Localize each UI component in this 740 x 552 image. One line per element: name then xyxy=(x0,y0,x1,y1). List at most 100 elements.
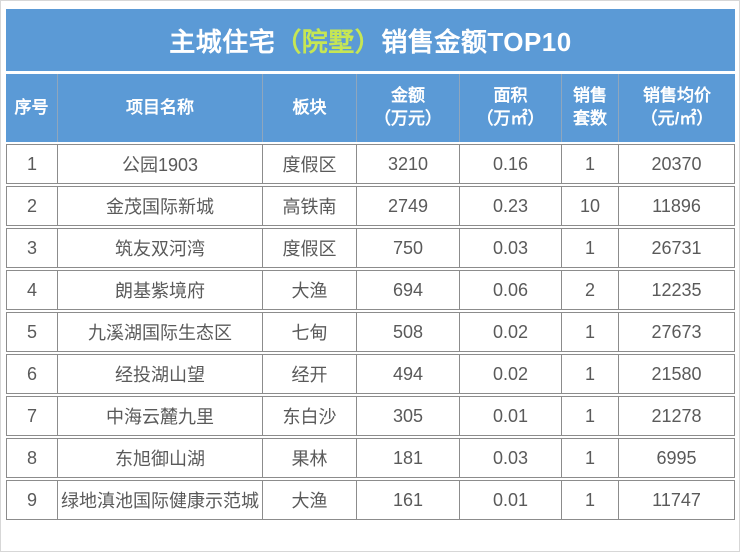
table-cell: 金茂国际新城 xyxy=(58,186,263,226)
table-cell: 1 xyxy=(562,354,619,394)
table-cell: 0.01 xyxy=(460,480,562,520)
table-cell: 东白沙 xyxy=(263,396,357,436)
table-cell: 27673 xyxy=(619,312,735,352)
table-cell: 7 xyxy=(6,396,58,436)
col-header-avg-price: 销售均价 （元/㎡） xyxy=(619,74,735,142)
table-cell: 161 xyxy=(357,480,460,520)
table-cell: 1 xyxy=(562,396,619,436)
sales-table: 序号 项目名称 板块 金额 （万元） xyxy=(6,72,735,522)
table-body: 1 公园1903 度假区 3210 0.16 1 20370 2 金茂国际新城 高铁南 2749 0.… xyxy=(6,144,735,520)
table-cell: 3 xyxy=(6,228,58,268)
sales-table-card: 主城住宅 （院墅） 销售金额TOP10 序号 项目名称 xyxy=(6,9,735,522)
table-cell: 3210 xyxy=(357,144,460,184)
table-cell: 21580 xyxy=(619,354,735,394)
header-line: 销售 xyxy=(573,86,607,106)
header-line: （万㎡） xyxy=(476,109,545,128)
table-cell: 750 xyxy=(357,228,460,268)
header-line: 销售均价 xyxy=(643,86,711,106)
col-header-project-name: 项目名称 xyxy=(58,74,263,142)
table-cell: 1 xyxy=(562,438,619,478)
table-header: 序号 项目名称 板块 金额 （万元） xyxy=(6,74,735,142)
title-suffix: 销售金额TOP10 xyxy=(381,26,572,57)
table-cell: 1 xyxy=(562,480,619,520)
table-row: 8 东旭御山湖 果林 181 0.03 1 6995 xyxy=(6,438,735,478)
header-line: （元/㎡） xyxy=(640,109,714,128)
col-header-district: 板块 xyxy=(263,74,357,142)
table-cell: 0.03 xyxy=(460,228,562,268)
table-cell: 0.02 xyxy=(460,354,562,394)
title-prefix: 主城住宅 xyxy=(169,26,276,57)
table-row: 9 绿地滇池国际健康示范城 大渔 161 0.01 1 11747 xyxy=(6,480,735,520)
table-cell: 21278 xyxy=(619,396,735,436)
table-cell: 0.16 xyxy=(460,144,562,184)
table-cell: 经投湖山望 xyxy=(58,354,263,394)
table-cell: 1 xyxy=(562,312,619,352)
table-cell: 2 xyxy=(6,186,58,226)
table-cell: 大渔 xyxy=(263,270,357,310)
table-cell: 大渔 xyxy=(263,480,357,520)
header-line: 套数 xyxy=(573,109,607,128)
table-cell: 0.23 xyxy=(460,186,562,226)
col-header-units-sold: 销售 套数 xyxy=(562,74,619,142)
header-line: 面积 xyxy=(493,86,528,106)
table-cell: 七甸 xyxy=(263,312,357,352)
table-cell: 经开 xyxy=(263,354,357,394)
table-cell: 181 xyxy=(357,438,460,478)
header-line: （万元） xyxy=(374,109,442,128)
table-cell: 1 xyxy=(6,144,58,184)
table-cell: 绿地滇池国际健康示范城 xyxy=(58,480,263,520)
table-cell: 694 xyxy=(357,270,460,310)
table-cell: 305 xyxy=(357,396,460,436)
table-cell: 高铁南 xyxy=(263,186,357,226)
table-cell: 0.03 xyxy=(460,438,562,478)
table-cell: 6 xyxy=(6,354,58,394)
table-cell: 12235 xyxy=(619,270,735,310)
table-cell: 8 xyxy=(6,438,58,478)
table-cell: 10 xyxy=(562,186,619,226)
table-cell: 朗基紫境府 xyxy=(58,270,263,310)
table-cell: 九溪湖国际生态区 xyxy=(58,312,263,352)
table-cell: 中海云麓九里 xyxy=(58,396,263,436)
col-header-index: 序号 xyxy=(6,74,58,142)
table-cell: 0.01 xyxy=(460,396,562,436)
col-header-amount: 金额 （万元） xyxy=(357,74,460,142)
table-row: 5 九溪湖国际生态区 七甸 508 0.02 1 27673 xyxy=(6,312,735,352)
header-line: 序号 xyxy=(14,97,49,117)
header-line: 金额 xyxy=(391,86,425,106)
table-row: 3 筑友双河湾 度假区 750 0.03 1 26731 xyxy=(6,228,735,268)
table-row: 4 朗基紫境府 大渔 694 0.06 2 12235 xyxy=(6,270,735,310)
table-cell: 2 xyxy=(562,270,619,310)
table-cell: 494 xyxy=(357,354,460,394)
table-cell: 东旭御山湖 xyxy=(58,438,263,478)
table-cell: 26731 xyxy=(619,228,735,268)
table-cell: 11747 xyxy=(619,480,735,520)
table-cell: 5 xyxy=(6,312,58,352)
table-cell: 6995 xyxy=(619,438,735,478)
table-cell: 1 xyxy=(562,144,619,184)
table-cell: 20370 xyxy=(619,144,735,184)
header-line: 项目名称 xyxy=(126,97,194,117)
header-line: 板块 xyxy=(292,97,327,117)
table-cell: 4 xyxy=(6,270,58,310)
table-cell: 9 xyxy=(6,480,58,520)
table-cell: 508 xyxy=(357,312,460,352)
table-row: 6 经投湖山望 经开 494 0.02 1 21580 xyxy=(6,354,735,394)
table-cell: 0.06 xyxy=(460,270,562,310)
table-cell: 果林 xyxy=(263,438,357,478)
table-row: 1 公园1903 度假区 3210 0.16 1 20370 xyxy=(6,144,735,184)
col-header-area: 面积 （万㎡） xyxy=(460,74,562,142)
table-row: 2 金茂国际新城 高铁南 2749 0.23 10 11896 xyxy=(6,186,735,226)
table-cell: 11896 xyxy=(619,186,735,226)
table-cell: 度假区 xyxy=(263,144,357,184)
table-cell: 筑友双河湾 xyxy=(58,228,263,268)
table-cell: 度假区 xyxy=(263,228,357,268)
table-cell: 1 xyxy=(562,228,619,268)
table-cell: 2749 xyxy=(357,186,460,226)
table-cell: 公园1903 xyxy=(58,144,263,184)
table-title: 主城住宅 （院墅） 销售金额TOP10 xyxy=(6,9,735,71)
table-cell: 0.02 xyxy=(460,312,562,352)
table-row: 7 中海云麓九里 东白沙 305 0.01 1 21278 xyxy=(6,396,735,436)
header-row: 序号 项目名称 板块 金额 （万元） xyxy=(6,74,735,142)
title-highlight: （院墅） xyxy=(275,26,382,57)
